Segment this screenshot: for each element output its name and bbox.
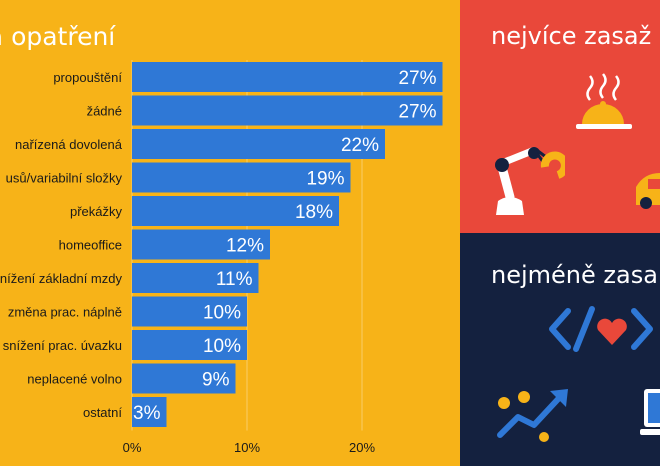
laptop-icon <box>640 389 660 435</box>
category-label: propouštění <box>53 70 122 85</box>
value-label: 11% <box>216 269 253 290</box>
bar <box>132 95 443 126</box>
bar <box>132 263 259 293</box>
category-label: homeoffice <box>59 238 122 253</box>
value-label: 27% <box>398 102 436 123</box>
bar <box>132 129 385 159</box>
chart-title: tá opatření <box>0 22 116 51</box>
category-label: žádné <box>87 104 122 119</box>
value-label: 9% <box>202 370 230 391</box>
least-affected-heading: nejméně zasa <box>491 261 658 289</box>
x-tick-label: 20% <box>349 440 375 455</box>
category-label: neplacené volno <box>27 372 122 387</box>
growth-chart-icon <box>497 389 568 442</box>
value-label: 19% <box>306 169 344 190</box>
x-tick-label: 10% <box>234 440 260 455</box>
bar <box>132 229 270 260</box>
value-label: 22% <box>341 135 379 156</box>
value-label: 18% <box>295 202 333 223</box>
most-affected-panel: nejvíce zasaž <box>460 0 660 233</box>
category-label: ostatní <box>83 405 122 420</box>
bar-chart: propouštění 27% žádné 27% nařízená dovolená 2… <box>0 60 443 455</box>
bar <box>132 363 236 394</box>
bar <box>132 162 351 193</box>
code-heart-icon <box>549 306 653 352</box>
most-affected-heading: nejvíce zasaž <box>491 22 652 50</box>
category-label: změna prac. náplně <box>8 305 122 320</box>
x-tick-label: 0% <box>123 440 142 455</box>
chart-panel: tá opatření propouštění 27% žádné 27% naříze… <box>0 22 443 455</box>
category-label: snížení prac. úvazku <box>3 338 122 353</box>
value-label: 10% <box>203 303 241 324</box>
car-icon <box>636 173 660 209</box>
category-label: nařízená dovolená <box>15 137 123 152</box>
category-label: usů/variabilní složky <box>6 171 123 186</box>
robot-arm-icon <box>495 147 565 215</box>
bar <box>132 330 247 360</box>
bar <box>132 62 443 92</box>
value-label: 27% <box>398 68 436 89</box>
bar <box>132 196 339 226</box>
food-cloche-icon <box>576 73 632 129</box>
category-label: překážky <box>70 204 123 219</box>
value-label: 10% <box>203 336 241 357</box>
bar <box>132 296 247 327</box>
bar <box>132 397 167 427</box>
value-label: 3% <box>133 403 161 424</box>
category-label: nížení základní mzdy <box>0 271 122 286</box>
value-label: 12% <box>226 236 264 257</box>
least-affected-panel: nejméně zasa <box>460 233 660 466</box>
